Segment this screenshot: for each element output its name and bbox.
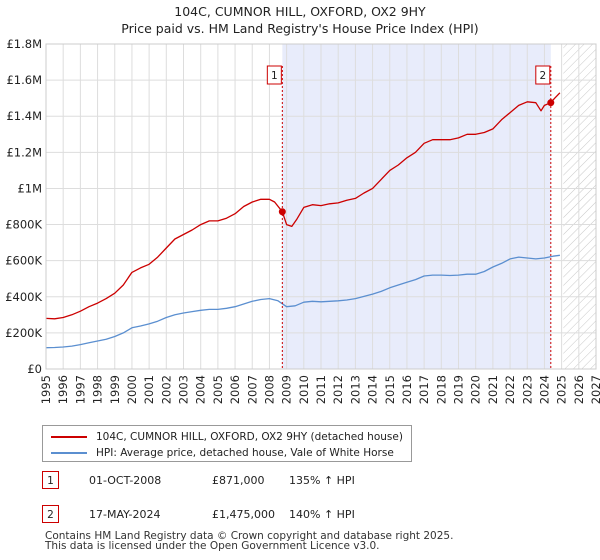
x-tick-label: 1996: [56, 375, 70, 404]
x-tick-label: 2018: [434, 375, 448, 404]
y-tick-label: £0: [27, 362, 42, 376]
sale-price-1: £871,000: [212, 471, 263, 491]
x-tick-label: 2027: [589, 375, 600, 404]
x-tick-label: 2014: [366, 375, 380, 404]
sale-badge-2: 2: [42, 505, 59, 523]
y-tick-label: £800K: [5, 218, 42, 232]
y-tick-label: £1M: [17, 181, 42, 195]
sale-marker-label: 2: [539, 70, 546, 82]
sale-point: [279, 208, 286, 215]
sale-hpi-change-2: 140% ↑ HPI: [289, 505, 355, 525]
x-tick-label: 2003: [177, 375, 191, 404]
x-tick-label: 2013: [348, 375, 362, 404]
x-tick-label: 2008: [262, 375, 276, 404]
x-tick-label: 2012: [331, 375, 345, 404]
footer-licence: This data is licensed under the Open Gov…: [45, 541, 453, 551]
x-tick-label: 2025: [555, 375, 569, 404]
sale-date-1: 01-OCT-2008: [89, 471, 161, 491]
y-tick-label: £1.8M: [6, 37, 42, 51]
legend-swatch-hpi: [51, 452, 87, 454]
x-tick-label: 2002: [159, 375, 173, 404]
x-tick-label: 1995: [39, 375, 53, 404]
y-tick-label: £400K: [5, 290, 42, 304]
sale-price-2: £1,475,000: [212, 505, 263, 525]
footer: Contains HM Land Registry data © Crown c…: [45, 531, 453, 551]
y-tick-label: £600K: [5, 254, 42, 268]
x-tick-label: 1999: [108, 375, 122, 404]
x-tick-label: 2001: [142, 375, 156, 404]
x-tick-label: 1997: [73, 375, 87, 404]
x-tick-label: 2009: [280, 375, 294, 404]
x-tick-label: 2022: [503, 375, 517, 404]
x-tick-label: 2000: [125, 375, 139, 404]
sale-point: [547, 99, 554, 106]
x-tick-label: 2024: [537, 375, 551, 404]
x-tick-label: 2015: [383, 375, 397, 404]
x-tick-label: 2019: [452, 375, 466, 404]
x-tick-label: 2026: [572, 375, 586, 404]
y-tick-label: £1.6M: [6, 73, 42, 87]
forecast-hatch: [563, 44, 596, 369]
x-tick-label: 2023: [520, 375, 534, 404]
x-tick-label: 2021: [486, 375, 500, 404]
x-tick-label: 2004: [194, 375, 208, 404]
x-tick-label: 2016: [400, 375, 414, 404]
x-tick-label: 1998: [91, 375, 105, 404]
x-tick-label: 2010: [297, 375, 311, 404]
sale-badge-1: 1: [42, 471, 59, 489]
y-tick-label: £1.2M: [6, 145, 42, 159]
x-tick-label: 2007: [245, 375, 259, 404]
x-tick-label: 2017: [417, 375, 431, 404]
sale-date-2: 17-MAY-2024: [89, 505, 161, 525]
x-tick-label: 2020: [469, 375, 483, 404]
legend: 104C, CUMNOR HILL, OXFORD, OX2 9HY (deta…: [42, 425, 412, 462]
y-tick-label: £1.4M: [6, 109, 42, 123]
y-tick-label: £200K: [5, 326, 42, 340]
x-tick-label: 2005: [211, 375, 225, 404]
legend-swatch-property: [51, 436, 87, 438]
x-tick-label: 2011: [314, 375, 328, 404]
legend-label-property: 104C, CUMNOR HILL, OXFORD, OX2 9HY (deta…: [96, 429, 403, 445]
legend-label-hpi: HPI: Average price, detached house, Vale…: [96, 445, 394, 461]
sale-marker-label: 1: [271, 70, 278, 82]
sale-hpi-change-1: 135% ↑ HPI: [289, 471, 355, 491]
x-tick-label: 2006: [228, 375, 242, 404]
